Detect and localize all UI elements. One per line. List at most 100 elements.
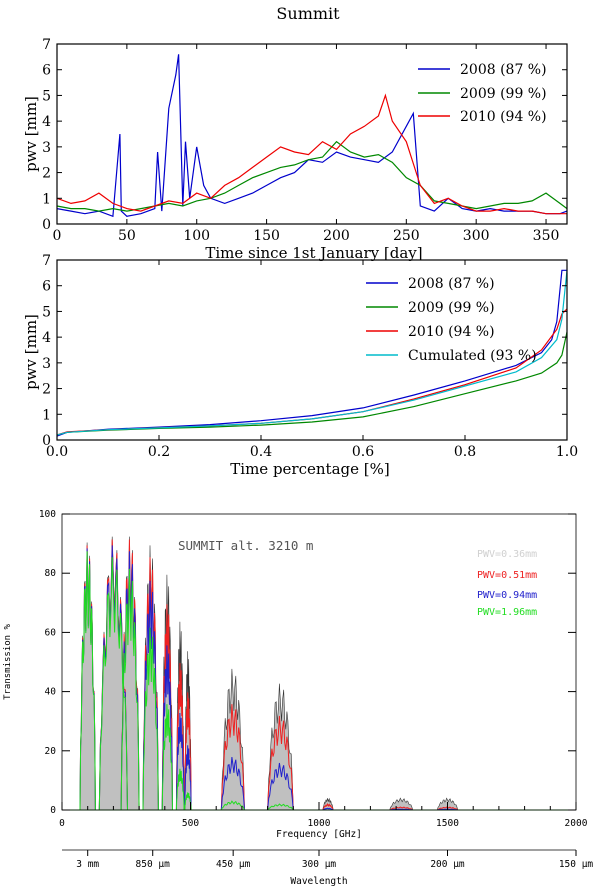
c3-ytick-label-1: 20 — [45, 746, 57, 757]
c3-series-2-window-9 — [322, 807, 334, 811]
c3-wavelength-label-1: 850 μm — [136, 859, 171, 870]
c2-ytick-label-4: 4 — [42, 330, 51, 346]
c1-legend-label-0: 2008 (87 %) — [460, 62, 547, 78]
pwv-timeseries-chart: 0 50 100 150 200 250 300 350 0 1 2 3 4 5 6 7 pwv [mm] T… — [22, 37, 568, 262]
c1-ytick-label-4: 4 — [42, 114, 51, 130]
c3-series-3-window-0 — [79, 551, 96, 811]
c1-plot-frame — [56, 43, 568, 225]
c1-xtick-label-0: 0 — [53, 228, 62, 244]
c2-plot-frame — [56, 259, 568, 441]
c3-series-3-window-8 — [267, 803, 294, 811]
c3-window-fill-10 — [389, 797, 414, 811]
c1-ytick-label-7: 7 — [42, 37, 51, 53]
c1-xtick-label-4: 200 — [323, 228, 350, 244]
c3-wavelength-label: Wavelength — [290, 876, 347, 887]
c3-xtick-label-2: 1000 — [308, 818, 331, 829]
c3-legend-label-2: PWV=0.94mm — [477, 590, 537, 601]
pwv-cumulative-chart: 0.0 0.2 0.4 0.6 0.8 1.0 0 1 2 3 4 5 6 7 pwv [mm] Time… — [22, 253, 578, 478]
c2-xtick-label-2: 0.4 — [250, 444, 272, 460]
c2-series-line-3 — [56, 270, 568, 436]
c2-legend-label-2: 2010 (94 %) — [408, 324, 495, 340]
c2-legend-label-3: Cumulated (93 %) — [408, 348, 537, 364]
c3-series-3-window-3 — [142, 627, 159, 811]
c3-series-1-window-8 — [267, 715, 294, 811]
c2-legend: 2008 (87 %) 2009 (99 %) 2010 (94 %) Cumu… — [366, 276, 537, 364]
c3-legend: PWV=0.36mm PWV=0.51mm PWV=0.94mm PWV=1.9… — [477, 549, 537, 618]
figure-title: Summit — [276, 4, 340, 23]
c1-xtick-label-1: 50 — [118, 228, 136, 244]
c3-series-3-window-5 — [175, 768, 185, 811]
c3-series-3-window-4 — [161, 704, 173, 811]
c1-ytick-label-6: 6 — [42, 63, 51, 79]
c1-xtick-label-5: 250 — [393, 228, 420, 244]
c1-xlabel: Time since 1st January [day] — [205, 244, 422, 262]
c3-legend-label-0: PWV=0.36mm — [477, 549, 537, 560]
c2-ytick-label-3: 3 — [42, 356, 51, 372]
c3-wavelength-label-0: 3 mm — [76, 859, 99, 870]
c3-series-1-window-6 — [184, 692, 192, 811]
c3-wavelength-label-4: 200 μm — [430, 859, 465, 870]
c3-xtick-label-1: 500 — [182, 818, 199, 829]
c3-ytick-label-4: 80 — [45, 568, 57, 579]
c1-xtick-label-6: 300 — [463, 228, 490, 244]
c2-ytick-label-0: 0 — [42, 433, 51, 449]
c3-series-1-window-7 — [220, 704, 245, 811]
c3-wavelength-label-3: 300 μm — [302, 859, 337, 870]
c2-ylabel: pwv [mm] — [22, 314, 40, 390]
c2-xtick-label-3: 0.6 — [352, 444, 374, 460]
c1-xtick-label-3: 150 — [253, 228, 280, 244]
c1-series-line-1 — [56, 140, 568, 212]
c1-legend-label-2: 2010 (94 %) — [460, 109, 547, 125]
c3-ytick-label-3: 60 — [45, 627, 57, 638]
c3-legend-label-1: PWV=0.51mm — [477, 570, 537, 581]
c3-series-3-window-1 — [98, 557, 128, 811]
c3-xtick-label-4: 2000 — [565, 818, 588, 829]
c3-series-2-window-4 — [161, 645, 173, 811]
c1-series-line-0 — [56, 54, 568, 218]
c2-legend-label-1: 2009 (99 %) — [408, 300, 495, 316]
c3-xlabel: Frequency [GHz] — [276, 829, 362, 840]
atmospheric-transmission-chart: 0 500 1000 1500 2000 0 20 40 60 80 100 3 mm 850 μm 45… — [3, 509, 593, 887]
c1-ytick-label-0: 0 — [42, 217, 51, 233]
c1-legend-label-1: 2009 (99 %) — [460, 86, 547, 102]
c3-legend-label-3: PWV=1.96mm — [477, 607, 537, 618]
c3-ytick-label-5: 100 — [39, 509, 56, 520]
c3-series-1-window-9 — [322, 802, 334, 811]
c2-xtick-label-4: 0.8 — [454, 444, 476, 460]
c3-series-3-window-2 — [120, 568, 140, 811]
c3-ylabel: Transmission % — [3, 623, 13, 699]
c2-xtick-label-0: 0.0 — [46, 444, 68, 460]
c3-series-3-window-7 — [220, 800, 245, 811]
c1-ylabel: pwv [mm] — [22, 96, 40, 172]
c3-series-2-window-5 — [175, 712, 185, 811]
c2-ytick-label-2: 2 — [42, 382, 51, 398]
c1-legend: 2008 (87 %) 2009 (99 %) 2010 (94 %) — [418, 62, 547, 125]
c2-xtick-label-5: 1.0 — [556, 444, 578, 460]
c3-series-2-window-7 — [220, 757, 245, 811]
c3-wavelength-label-5: 150 μm — [559, 859, 594, 870]
c1-ytick-label-5: 5 — [42, 88, 51, 104]
c3-series-1-window-10 — [389, 806, 414, 811]
c3-xtick-label-0: 0 — [59, 818, 65, 829]
c2-ytick-label-7: 7 — [42, 253, 51, 269]
c2-ytick-label-6: 6 — [42, 279, 51, 295]
c1-ytick-label-2: 2 — [42, 166, 51, 182]
c2-ytick-label-1: 1 — [42, 407, 51, 423]
c2-xlabel: Time percentage [%] — [230, 460, 389, 478]
c1-ytick-label-1: 1 — [42, 191, 51, 207]
c3-wavelength-label-2: 450 μm — [216, 859, 251, 870]
c1-series-line-2 — [56, 93, 567, 215]
c2-ytick-label-5: 5 — [42, 304, 51, 320]
c3-series-3-window-6 — [184, 792, 192, 811]
c3-series-2-window-8 — [267, 762, 294, 811]
c3-ytick-label-0: 0 — [50, 805, 56, 816]
c1-ytick-label-3: 3 — [42, 140, 51, 156]
c3-ytick-label-2: 40 — [45, 687, 57, 698]
c3-xtick-label-3: 1500 — [436, 818, 459, 829]
c2-legend-label-0: 2008 (87 %) — [408, 276, 495, 292]
c1-xtick-label-7: 350 — [533, 228, 560, 244]
c3-series-2-window-6 — [184, 745, 192, 811]
c3-title: SUMMIT alt. 3210 m — [178, 538, 313, 553]
c3-window-fill-8 — [267, 683, 294, 811]
